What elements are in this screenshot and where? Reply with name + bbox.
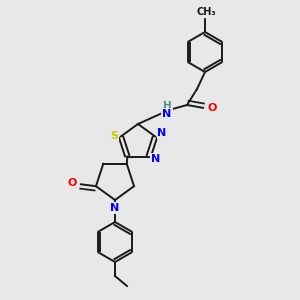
Text: N: N <box>110 203 120 213</box>
Text: CH₃: CH₃ <box>196 7 216 17</box>
Text: O: O <box>67 178 77 188</box>
Text: S: S <box>110 131 118 141</box>
Text: N: N <box>158 128 167 138</box>
Text: N: N <box>162 109 172 119</box>
Text: H: H <box>163 101 171 111</box>
Text: N: N <box>151 154 160 164</box>
Text: O: O <box>207 103 217 113</box>
